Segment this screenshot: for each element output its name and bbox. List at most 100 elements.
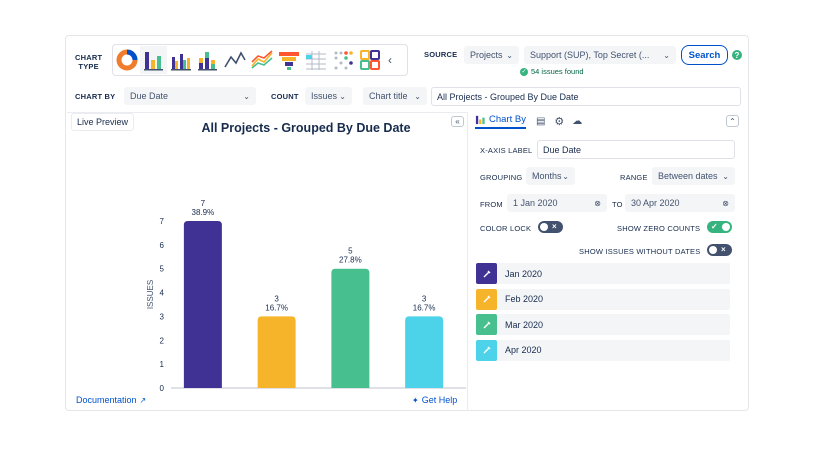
- series-color-row[interactable]: Jan 2020: [476, 263, 730, 284]
- from-date-value: 1 Jan 2020: [513, 198, 558, 208]
- x-tick-label: Apr 2020: [407, 394, 442, 396]
- toggle-knob: [709, 246, 717, 254]
- chart-type-label-line2: TYPE: [78, 62, 99, 71]
- filter-select-value: Support (SUP), Top Secret (...: [530, 50, 650, 60]
- x-tick-label: Feb 2020: [259, 394, 295, 396]
- series-color-row[interactable]: Apr 2020: [476, 339, 730, 361]
- dot-matrix-chart-icon[interactable]: [329, 46, 356, 74]
- bar-value-label: 3: [274, 294, 279, 303]
- y-tick-label: 3: [160, 312, 165, 321]
- toggle-knob: [722, 223, 730, 231]
- xaxis-input[interactable]: Due Date: [537, 140, 735, 159]
- xaxis-label: X-AXIS LABEL: [480, 146, 533, 155]
- megaphone-icon: ✦: [412, 395, 419, 405]
- panel-tabs: Chart By ▤ ⚙ ☁: [475, 114, 582, 129]
- show-zero-toggle[interactable]: ✓: [707, 221, 732, 233]
- chevron-down-icon: ⌄: [414, 91, 421, 101]
- multi-line-chart-icon[interactable]: [248, 46, 275, 74]
- table-chart-icon[interactable]: [302, 46, 329, 74]
- show-without-dates-label: SHOW ISSUES WITHOUT DATES: [579, 247, 701, 256]
- from-date-input[interactable]: 1 Jan 2020 ⊗: [507, 194, 607, 212]
- tab-chart-by-label: Chart By: [489, 114, 526, 125]
- clear-icon[interactable]: ⊗: [594, 198, 601, 208]
- chevron-down-icon: ⌄: [339, 91, 346, 101]
- help-icon[interactable]: ?: [732, 50, 742, 60]
- count-select[interactable]: Issues ⌄: [305, 87, 352, 105]
- donut-chart-icon[interactable]: [113, 46, 140, 74]
- color-lock-label: COLOR LOCK: [480, 224, 532, 233]
- grouped-bar-chart-icon[interactable]: [167, 46, 194, 74]
- to-date-input[interactable]: 30 Apr 2020 ⊗: [625, 194, 735, 212]
- issues-found-text: 54 issues found: [531, 67, 584, 76]
- comment-icon[interactable]: ▤: [535, 116, 546, 127]
- expand-panel-icon[interactable]: ⌃: [726, 115, 739, 127]
- chart-bar: [331, 268, 370, 388]
- y-axis-label: ISSUES: [146, 280, 155, 309]
- stacked-bar-chart-icon[interactable]: [194, 46, 221, 74]
- series-color-row[interactable]: Mar 2020: [476, 314, 730, 335]
- tab-chart-by[interactable]: Chart By: [475, 114, 526, 129]
- chevron-down-icon: ⌄: [506, 50, 513, 60]
- tiles-chart-icon[interactable]: [356, 46, 383, 74]
- check-icon: ✓: [711, 222, 718, 231]
- count-label: COUNT: [271, 92, 299, 101]
- documentation-link[interactable]: Documentation ↗: [76, 395, 146, 405]
- cloud-upload-icon[interactable]: ☁: [572, 116, 583, 127]
- close-icon: ×: [721, 245, 726, 254]
- toggle-knob: [540, 223, 548, 231]
- bar-value-label: 5: [348, 247, 353, 256]
- source-select[interactable]: Projects ⌄: [464, 46, 519, 64]
- series-color-row[interactable]: Feb 2020: [476, 288, 730, 310]
- series-label: Mar 2020: [505, 319, 544, 330]
- source-select-value: Projects: [470, 50, 503, 60]
- chart-by-value: Due Date: [130, 91, 169, 101]
- series-label: Jan 2020: [505, 268, 543, 279]
- filter-select[interactable]: Support (SUP), Top Secret (... ⌄: [524, 46, 676, 64]
- documentation-label: Documentation: [76, 395, 137, 405]
- color-lock-toggle[interactable]: ×: [538, 221, 563, 233]
- get-help-label: Get Help: [421, 395, 458, 405]
- y-tick-label: 5: [160, 265, 165, 274]
- y-tick-label: 0: [160, 384, 165, 393]
- get-help-link[interactable]: ✦ Get Help: [412, 395, 457, 405]
- external-link-icon: ↗: [139, 395, 147, 405]
- chart-title: All Projects - Grouped By Due Date: [201, 121, 410, 135]
- close-icon: ×: [552, 222, 557, 231]
- range-select[interactable]: Between dates ⌄: [652, 167, 735, 185]
- chart-bar: [183, 221, 222, 388]
- chart-types-scroll-icon[interactable]: ‹: [388, 53, 392, 67]
- color-picker-icon[interactable]: [476, 263, 497, 284]
- show-without-dates-toggle[interactable]: ×: [707, 244, 732, 256]
- chevron-down-icon: ⌄: [243, 91, 250, 101]
- gear-icon[interactable]: ⚙: [554, 116, 565, 128]
- live-preview-button[interactable]: Live Preview: [71, 113, 135, 131]
- color-picker-icon[interactable]: [476, 288, 497, 310]
- y-tick-label: 2: [160, 336, 165, 345]
- x-tick-label: Jan 2020: [185, 394, 220, 396]
- color-picker-icon[interactable]: [476, 339, 497, 361]
- bar-percent-label: 16.7%: [413, 303, 436, 312]
- range-label: RANGE: [620, 173, 648, 182]
- x-tick-label: Mar 2020: [332, 394, 368, 396]
- bar-chart: All Projects - Grouped By Due Date 0 1 2 3 4 5…: [146, 121, 466, 396]
- chart-type-label-line1: CHART: [75, 53, 103, 62]
- clear-icon[interactable]: ⊗: [722, 198, 729, 208]
- grouping-select[interactable]: Months ⌄: [526, 167, 575, 185]
- chevron-down-icon: ⌄: [722, 171, 729, 181]
- chart-bar: [257, 316, 296, 388]
- search-button[interactable]: Search: [681, 45, 728, 65]
- chart-by-select[interactable]: Due Date ⌄: [124, 87, 256, 105]
- chart-builder: CHART TYPE ‹: [65, 35, 749, 411]
- preview-pane: [67, 112, 468, 411]
- line-chart-icon[interactable]: [221, 46, 248, 74]
- range-value: Between dates: [658, 171, 718, 181]
- collapse-panel-icon[interactable]: «: [451, 116, 464, 127]
- color-picker-icon[interactable]: [476, 314, 497, 335]
- grouping-value: Months: [532, 171, 562, 181]
- chart-title-input[interactable]: All Projects - Grouped By Due Date: [431, 87, 741, 106]
- chart-title-select[interactable]: Chart title ⌄: [363, 87, 427, 105]
- bar-chart-icon[interactable]: [140, 46, 167, 74]
- chart-type-picker: ‹: [112, 44, 408, 76]
- show-zero-label: SHOW ZERO COUNTS: [617, 224, 701, 233]
- funnel-chart-icon[interactable]: [275, 46, 302, 74]
